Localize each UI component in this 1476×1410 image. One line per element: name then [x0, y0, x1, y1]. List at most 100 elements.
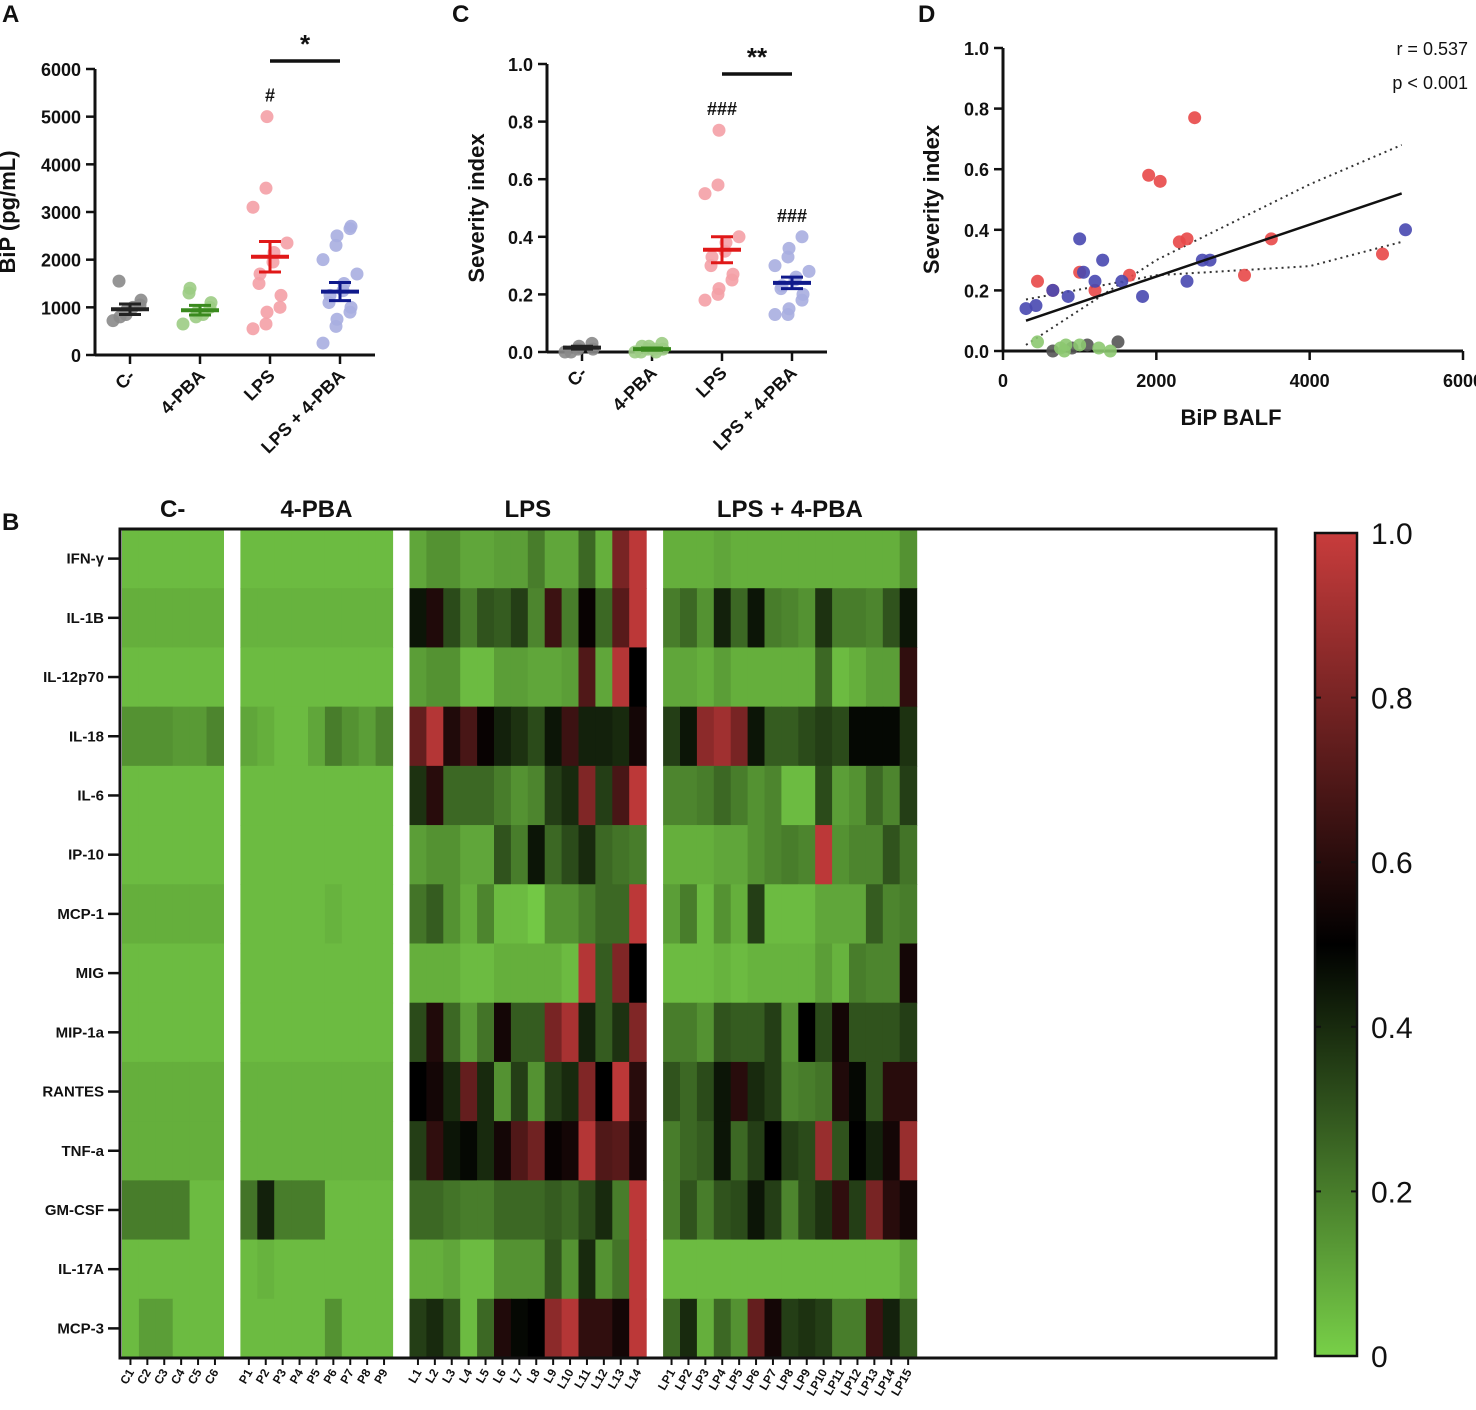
- heatmap-cell: [477, 1061, 495, 1122]
- heatmap-cell: [409, 588, 427, 649]
- heatmap-cell: [409, 1002, 427, 1063]
- heatmap-cell: [274, 1002, 292, 1063]
- heatmap-cell: [781, 529, 799, 589]
- heatmap-cell: [308, 647, 326, 708]
- heatmap-cell: [815, 1061, 833, 1122]
- heatmap-cell: [324, 1061, 343, 1122]
- heatmap-cell: [561, 1239, 580, 1300]
- data-point: [273, 300, 287, 314]
- heatmap-cell: [189, 765, 208, 826]
- heatmap-cell: [865, 1121, 884, 1181]
- y-tick-label: 0.4: [964, 221, 989, 241]
- heatmap-cell: [274, 1298, 292, 1359]
- heatmap-cell: [341, 529, 360, 589]
- heatmap-cell: [510, 884, 529, 945]
- heatmap-cell: [527, 943, 546, 1004]
- data-point: [246, 322, 260, 336]
- heatmap-cell: [138, 943, 157, 1004]
- heatmap-cell: [341, 1061, 360, 1122]
- heatmap-cell: [122, 1298, 140, 1359]
- heatmap-cell: [849, 706, 867, 767]
- heatmap-cell: [291, 529, 309, 589]
- heatmap-cell: [358, 1298, 377, 1359]
- y-tick-label: 0.2: [964, 281, 989, 301]
- heatmap-cell: [189, 884, 208, 945]
- heatmap-cell: [122, 884, 140, 945]
- heatmap-cell: [324, 765, 343, 826]
- heatmap-cell: [240, 1239, 258, 1300]
- heatmap-cell: [274, 1121, 292, 1181]
- heatmap-cell: [172, 1002, 191, 1063]
- heatmap-cell: [324, 943, 343, 1004]
- data-point: [1046, 283, 1060, 297]
- heatmap-cell: [595, 1002, 613, 1063]
- heatmap-cell: [409, 765, 427, 826]
- heatmap-cell: [815, 1298, 833, 1359]
- heatmap-cell: [477, 529, 495, 589]
- heatmap-cell: [713, 765, 732, 826]
- heatmap-cell: [206, 706, 224, 767]
- group-title: C-: [160, 496, 185, 523]
- heatmap-cell: [375, 1002, 394, 1063]
- heatmap-cell: [291, 825, 309, 885]
- heatmap-cell: [274, 943, 292, 1004]
- heatmap-cell: [409, 884, 427, 945]
- heatmap-cell: [460, 943, 478, 1004]
- heatmap-cell: [122, 529, 140, 589]
- heatmap-cell: [713, 1298, 732, 1359]
- heatmap-cell: [274, 884, 292, 945]
- data-point: [344, 300, 358, 314]
- heatmap-cell: [189, 943, 208, 1004]
- column-label: L4: [456, 1366, 475, 1385]
- significance-annotation: ###: [707, 99, 737, 119]
- heatmap-cell: [815, 943, 833, 1004]
- heatmap-cell: [544, 1239, 563, 1300]
- heatmap-cell: [189, 1061, 208, 1122]
- heatmap-cell: [527, 765, 546, 826]
- heatmap-cell: [308, 1180, 326, 1241]
- heatmap-cell: [832, 1180, 850, 1241]
- x-tick-label: 4-PBA: [156, 366, 208, 418]
- heatmap-cell: [747, 825, 766, 885]
- row-label: MCP-3: [57, 1320, 104, 1337]
- heatmap-cell: [477, 765, 495, 826]
- heatmap-cell: [206, 765, 224, 826]
- heatmap-cell: [291, 647, 309, 708]
- heatmap-cell: [899, 1061, 918, 1122]
- heatmap-cell: [561, 706, 580, 767]
- data-point: [1019, 302, 1033, 316]
- heatmap-cell: [527, 825, 546, 885]
- heatmap-cell: [730, 1121, 749, 1181]
- heatmap-cell: [122, 943, 140, 1004]
- heatmap-cell: [578, 1121, 596, 1181]
- heatmap-cell: [865, 943, 884, 1004]
- heatmap-cell: [680, 765, 698, 826]
- heatmap-cell: [747, 1180, 766, 1241]
- heatmap-cell: [324, 1298, 343, 1359]
- heatmap-cell: [257, 884, 275, 945]
- data-point: [1238, 268, 1251, 282]
- column-label: L5: [473, 1366, 492, 1385]
- heatmap-cell: [899, 825, 918, 885]
- correlation-r: r = 0.537: [1396, 39, 1468, 59]
- heatmap-cell: [494, 1002, 512, 1063]
- heatmap-cell: [781, 825, 799, 885]
- heatmap-cell: [578, 884, 596, 945]
- heatmap-cell: [494, 706, 512, 767]
- y-tick-label: 6000: [41, 60, 81, 80]
- heatmap-cell: [443, 1239, 461, 1300]
- heatmap-cell: [899, 647, 918, 708]
- heatmap-cell: [172, 1239, 191, 1300]
- heatmap-cell: [899, 1121, 918, 1181]
- heatmap-cell: [781, 1298, 799, 1359]
- data-point: [1115, 274, 1129, 288]
- column-label: P1: [236, 1366, 256, 1386]
- heatmap-cell: [815, 529, 833, 589]
- panel-a-chart: 0 1000 2000 3000 4000 5000 6000 BiP (pg/mL) C- 4-…: [0, 29, 375, 457]
- heatmap-cell: [460, 588, 478, 649]
- heatmap-cell: [122, 647, 140, 708]
- heatmap-cell: [189, 1298, 208, 1359]
- heatmap-cell: [409, 1239, 427, 1300]
- heatmap-cell: [730, 943, 749, 1004]
- heatmap-cell: [663, 706, 681, 767]
